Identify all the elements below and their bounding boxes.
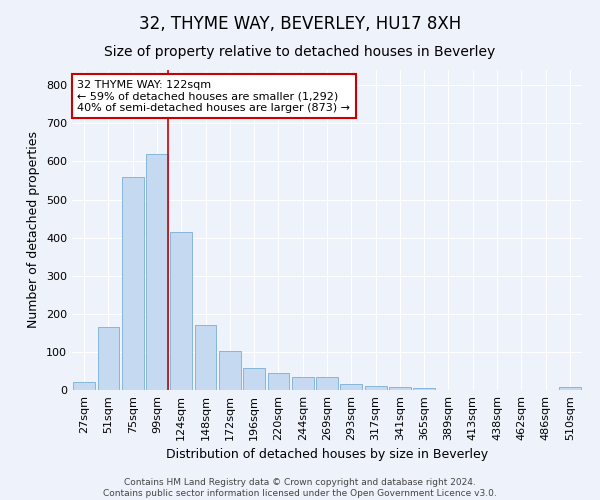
Bar bbox=[559, 388, 581, 390]
Bar bbox=[316, 378, 338, 390]
Bar bbox=[413, 388, 435, 390]
Bar bbox=[170, 232, 192, 390]
Bar bbox=[340, 384, 362, 390]
Y-axis label: Number of detached properties: Number of detached properties bbox=[28, 132, 40, 328]
Bar bbox=[219, 351, 241, 390]
X-axis label: Distribution of detached houses by size in Beverley: Distribution of detached houses by size … bbox=[166, 448, 488, 462]
Bar bbox=[73, 382, 95, 390]
Bar bbox=[365, 386, 386, 390]
Bar bbox=[243, 368, 265, 390]
Bar bbox=[122, 176, 143, 390]
Text: 32, THYME WAY, BEVERLEY, HU17 8XH: 32, THYME WAY, BEVERLEY, HU17 8XH bbox=[139, 15, 461, 33]
Bar bbox=[389, 387, 411, 390]
Bar bbox=[194, 325, 217, 390]
Bar bbox=[146, 154, 168, 390]
Text: 32 THYME WAY: 122sqm
← 59% of detached houses are smaller (1,292)
40% of semi-de: 32 THYME WAY: 122sqm ← 59% of detached h… bbox=[77, 80, 350, 113]
Text: Contains HM Land Registry data © Crown copyright and database right 2024.
Contai: Contains HM Land Registry data © Crown c… bbox=[103, 478, 497, 498]
Bar bbox=[97, 327, 119, 390]
Text: Size of property relative to detached houses in Beverley: Size of property relative to detached ho… bbox=[104, 45, 496, 59]
Bar bbox=[268, 373, 289, 390]
Bar bbox=[292, 378, 314, 390]
